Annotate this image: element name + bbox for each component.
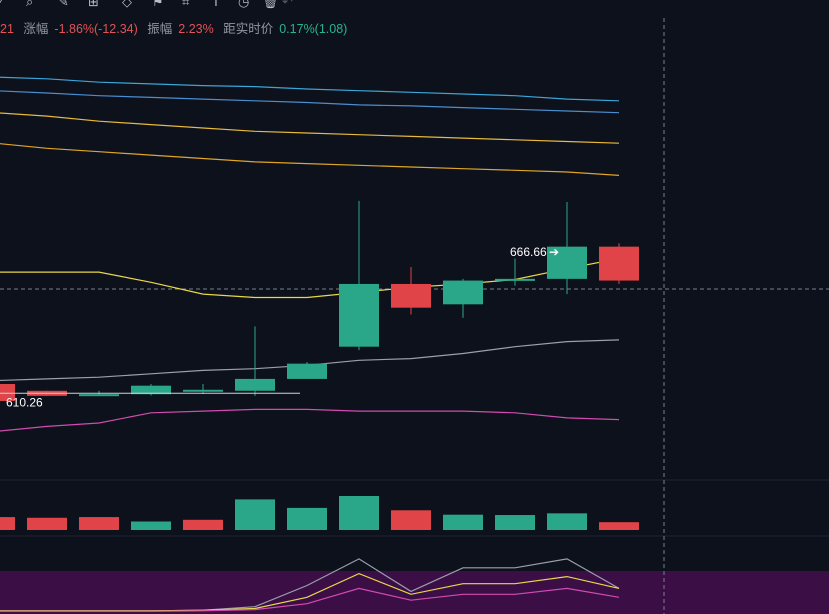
high-price-label: 666.66: [510, 245, 547, 259]
info-prefix: 21: [0, 22, 14, 36]
volume-bar: [339, 496, 379, 530]
candle-body: [235, 378, 275, 391]
volume-bar: [131, 521, 171, 530]
price-info-bar: 21 涨幅 -1.86%(-12.34) 振幅 2.23% 距实时价 0.17%(1.…: [0, 18, 353, 37]
amplitude-label: 振幅: [147, 22, 173, 36]
undo-icon[interactable]: ↶: [282, 0, 293, 9]
volume-bars: [0, 496, 639, 530]
volume-bar: [0, 517, 15, 530]
high-arrow-icon: ➔: [549, 245, 559, 259]
moving-averages: [0, 76, 620, 432]
candle-body: [599, 246, 639, 281]
volume-bar: [391, 510, 431, 530]
ma-yellow-line: [0, 257, 620, 299]
volume-bar: [27, 517, 67, 530]
amplitude-value: 2.23%: [178, 22, 214, 36]
flag-icon[interactable]: ⚑: [152, 0, 164, 9]
ma-blue1-line: [0, 76, 620, 102]
volume-bar: [287, 507, 327, 530]
candle-body: [0, 384, 15, 401]
ma-orange2-line: [0, 143, 620, 176]
candle-body: [287, 363, 327, 379]
candle-body: [495, 278, 535, 281]
volume-bar: [235, 499, 275, 530]
ma-orange1-line: [0, 112, 620, 144]
candle-body: [183, 389, 223, 392]
candle-body: [391, 283, 431, 308]
volume-bar: [599, 522, 639, 530]
pattern-icon[interactable]: ◇: [122, 0, 132, 9]
ma-pink-line: [0, 408, 620, 432]
drawing-toolbar: ⁄ ⌕ ✎ ⊞ ◇ ⚑ ⌗ T ◷ 🗑 ↶: [0, 0, 300, 10]
candles: [0, 200, 639, 401]
pencil-icon[interactable]: ⁄: [0, 0, 3, 9]
candle-body: [443, 280, 483, 305]
volume-bar: [79, 517, 119, 530]
realtime-value: 0.17%(1.08): [279, 22, 348, 36]
ind-pink-line: [0, 587, 620, 613]
candle-body: [339, 283, 379, 347]
change-label: 涨幅: [23, 22, 49, 36]
volume-bar: [547, 513, 587, 530]
search-icon[interactable]: ⌕: [26, 0, 34, 9]
change-value: -1.86%(-12.34): [54, 22, 138, 36]
candle-body: [131, 385, 171, 395]
tag-icon[interactable]: ⌗: [182, 0, 190, 9]
clock-icon[interactable]: ◷: [238, 0, 250, 9]
volume-bar: [183, 519, 223, 530]
volume-bar: [495, 515, 535, 530]
ind-yellow-line: [0, 572, 620, 612]
ma-blue2-line: [0, 90, 620, 114]
volume-bar: [443, 514, 483, 530]
candle-body: [79, 394, 119, 397]
brush-icon[interactable]: ✎: [58, 0, 69, 9]
text-icon[interactable]: T: [212, 0, 220, 9]
indicator-lines: [0, 558, 620, 613]
candle-body: [547, 246, 587, 279]
realtime-label: 距实时价: [223, 22, 274, 36]
price-labels: 610.26 666.66 ➔: [0, 245, 559, 409]
trash-icon[interactable]: 🗑: [262, 0, 279, 9]
indicator-background: [0, 571, 829, 614]
ruler-icon[interactable]: ⊞: [88, 0, 99, 9]
low-price-label: 610.26: [6, 395, 43, 409]
